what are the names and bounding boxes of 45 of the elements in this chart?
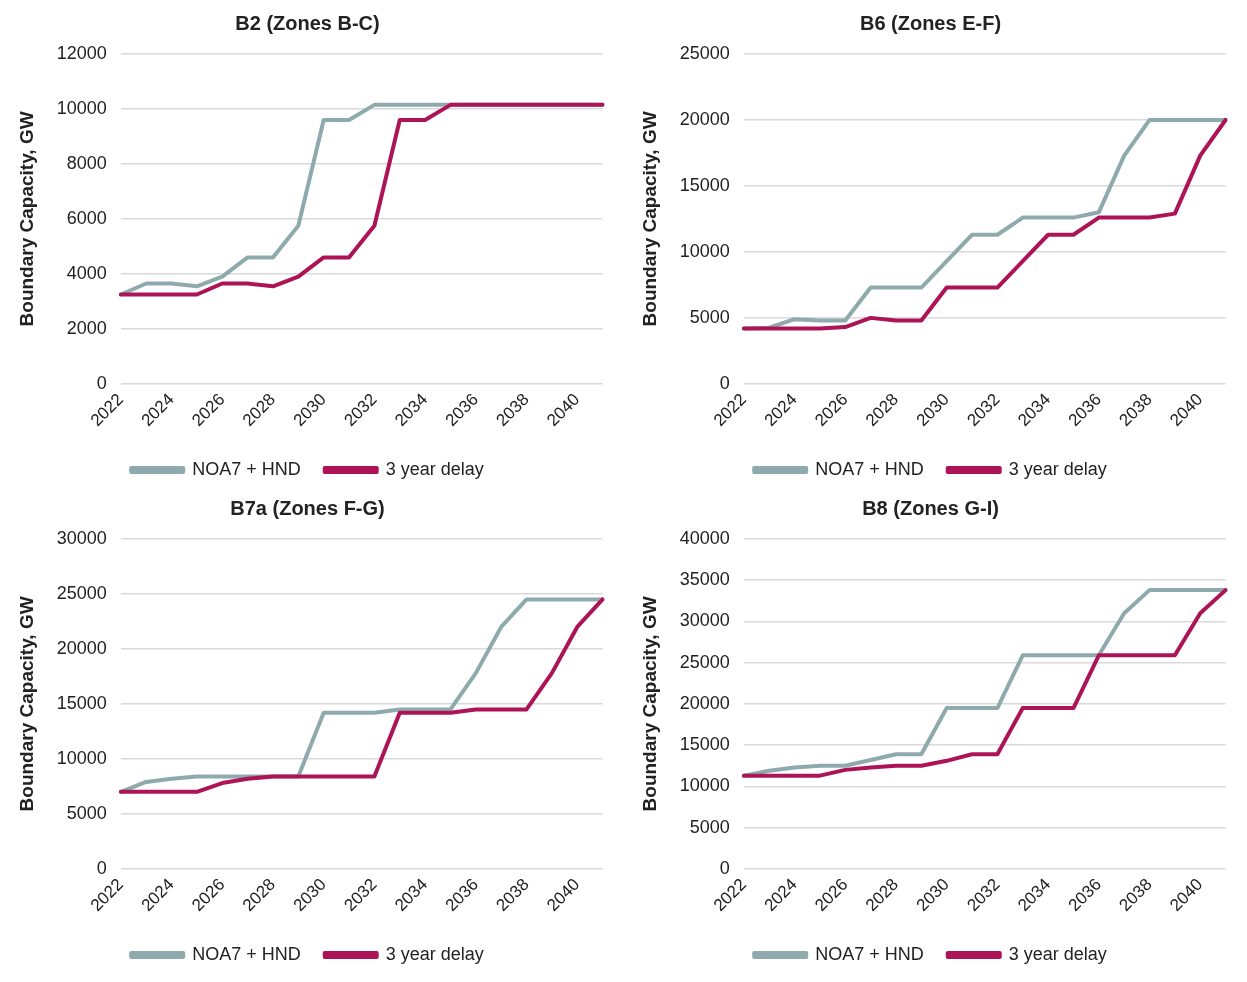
legend-label: NOA7 + HND: [192, 943, 301, 964]
legend-label: NOA7 + HND: [192, 458, 301, 479]
y-tick-label: 35000: [679, 569, 730, 590]
chart-title: B8 (Zones G-I): [862, 496, 999, 519]
chart-title: B7a (Zones F-G): [230, 496, 385, 519]
legend-label: 3 year delay: [385, 943, 484, 964]
y-tick-label: 25000: [56, 582, 107, 603]
y-tick-label: 30000: [679, 610, 730, 631]
y-tick-label: 10000: [679, 775, 730, 796]
legend-label: 3 year delay: [1008, 943, 1107, 964]
legend-label: 3 year delay: [385, 458, 484, 479]
chart-title: B6 (Zones E-F): [859, 11, 1002, 34]
y-tick-label: 10000: [56, 747, 107, 768]
y-tick-label: 0: [96, 372, 107, 393]
y-tick-label: 10000: [679, 240, 730, 261]
y-tick-label: 5000: [689, 816, 730, 837]
y-tick-label: 40000: [679, 527, 730, 548]
y-axis-title: Boundary Capacity, GW: [638, 111, 660, 327]
chart-title: B2 (Zones B-C): [235, 11, 380, 34]
y-tick-label: 12000: [56, 42, 107, 63]
y-tick-label: 6000: [66, 207, 107, 228]
y-tick-label: 0: [719, 857, 730, 878]
y-axis-title: Boundary Capacity, GW: [15, 111, 37, 327]
y-tick-label: 15000: [679, 174, 730, 195]
y-tick-label: 20000: [679, 108, 730, 129]
y-tick-label: 30000: [56, 527, 107, 548]
y-tick-label: 15000: [679, 734, 730, 755]
y-tick-label: 15000: [56, 692, 107, 713]
y-tick-label: 10000: [56, 97, 107, 118]
legend-label: NOA7 + HND: [815, 943, 924, 964]
y-tick-label: 0: [96, 857, 107, 878]
legend-label: 3 year delay: [1008, 458, 1107, 479]
y-tick-label: 4000: [66, 262, 107, 283]
y-tick-label: 2000: [66, 317, 107, 338]
y-tick-label: 5000: [689, 306, 730, 327]
y-tick-label: 20000: [679, 692, 730, 713]
y-tick-label: 8000: [66, 152, 107, 173]
y-tick-label: 0: [719, 372, 730, 393]
y-axis-title: Boundary Capacity, GW: [15, 596, 37, 812]
y-axis-title: Boundary Capacity, GW: [638, 596, 660, 812]
y-tick-label: 5000: [66, 802, 107, 823]
y-tick-label: 20000: [56, 637, 107, 658]
legend-label: NOA7 + HND: [815, 458, 924, 479]
y-tick-label: 25000: [679, 42, 730, 63]
y-tick-label: 25000: [679, 651, 730, 672]
